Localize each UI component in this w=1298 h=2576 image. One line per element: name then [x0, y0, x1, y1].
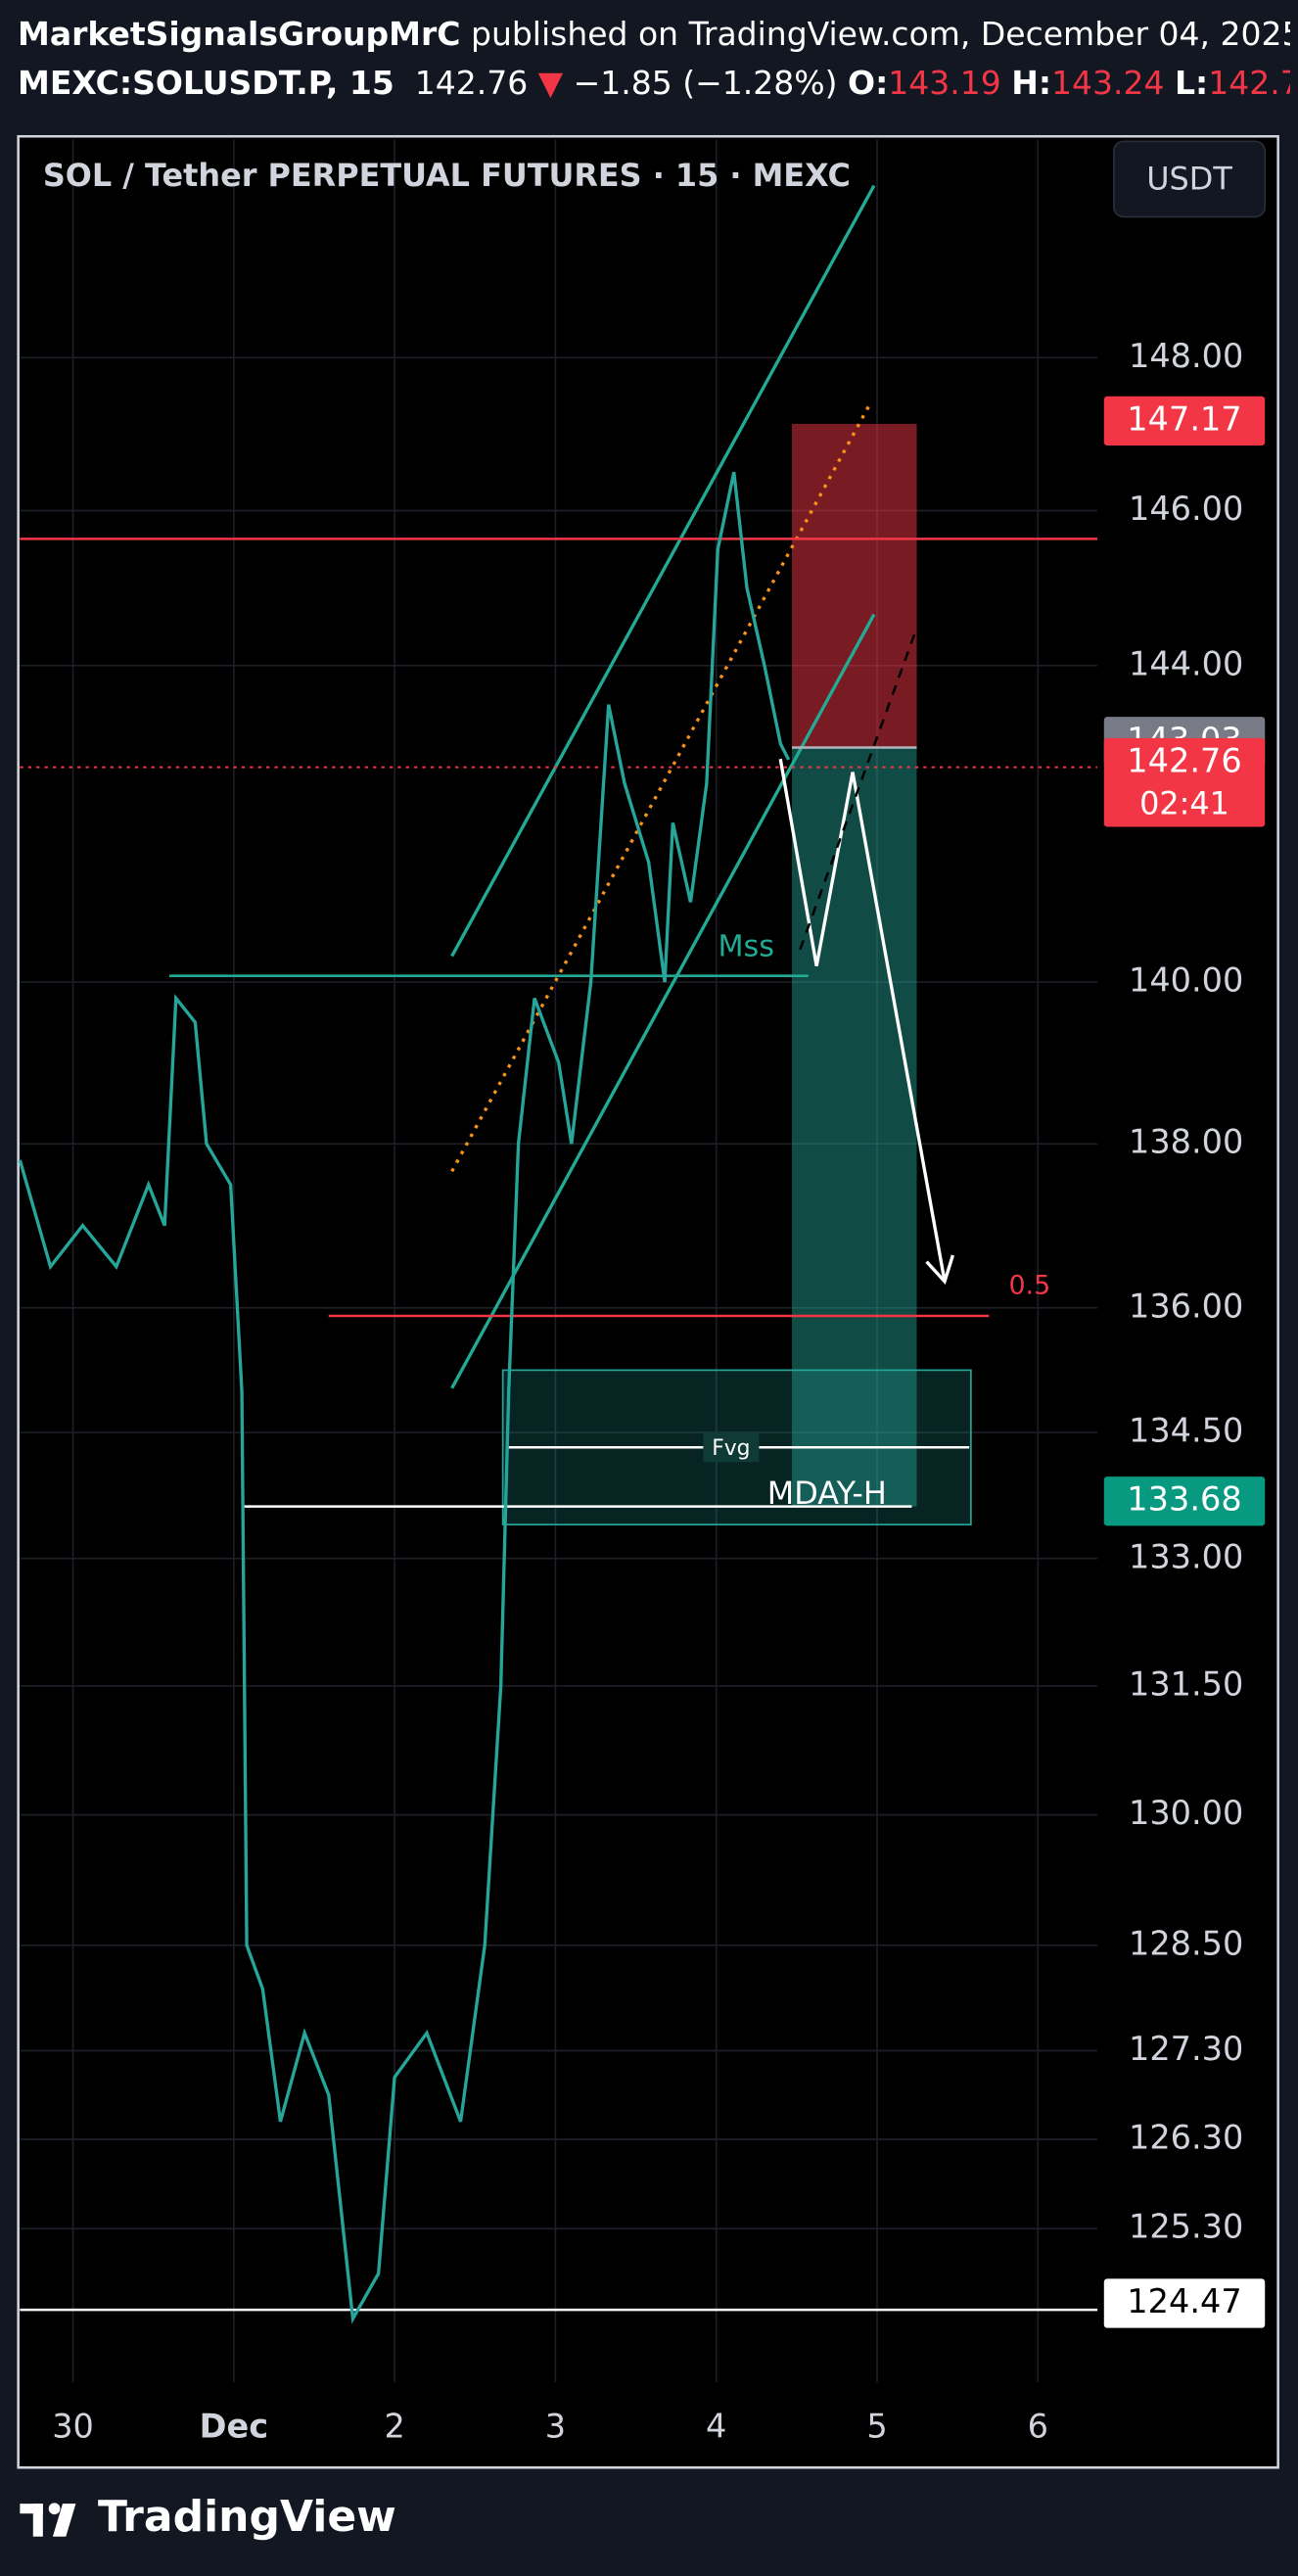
projection-arrow [925, 1254, 955, 1286]
price-label: 147.17 [1127, 399, 1241, 438]
target-zone [791, 747, 917, 1507]
dashed-path [799, 632, 917, 951]
y-tick-label: 130.00 [1129, 1794, 1243, 1832]
fib-label: 0.5 [1008, 1270, 1050, 1300]
grid [20, 139, 1098, 2383]
header-line-1: MarketSignalsGroupMrC published on Tradi… [18, 10, 1290, 59]
logo-stem [32, 2504, 43, 2537]
change: −1.85 (−1.28%) [573, 64, 838, 102]
y-tick-label: 146.00 [1129, 490, 1243, 528]
y-tick-label: 127.30 [1129, 2030, 1243, 2068]
mday-label: MDAY-H [767, 1475, 887, 1512]
channel-mid [450, 401, 872, 1173]
series-layer [18, 471, 791, 2324]
x-tick-label: 6 [1028, 2407, 1048, 2445]
fvg-label: Fvg [712, 1436, 750, 1461]
currency-label[interactable]: USDT [1146, 161, 1232, 198]
logo-bar [20, 2504, 43, 2514]
high-label: H: [1011, 64, 1052, 102]
x-tick-label: 3 [545, 2407, 566, 2445]
author: MarketSignalsGroupMrC [18, 15, 461, 53]
y-tick-label: 133.00 [1129, 1537, 1243, 1575]
countdown: 02:41 [1139, 785, 1229, 822]
y-tick-label: 128.50 [1129, 1924, 1243, 1962]
change-arrow: ▼ [537, 64, 564, 102]
x-tick-label: 2 [384, 2407, 404, 2445]
high: 143.24 [1051, 64, 1165, 102]
tv-logo [20, 2503, 76, 2537]
y-tick-label: 131.50 [1129, 1664, 1243, 1703]
y-tick-label: 126.30 [1129, 2118, 1243, 2156]
y-tick-label: 140.00 [1129, 961, 1243, 1000]
price-label-box [1103, 737, 1266, 827]
channel-top [450, 184, 876, 958]
stop-zone [791, 423, 917, 748]
projection-path [778, 758, 947, 1283]
price-label: 142.76 [1127, 742, 1241, 780]
logo-slash [52, 2504, 76, 2537]
y-tick-label: 136.00 [1129, 1287, 1243, 1325]
chart-title: SOL / Tether PERPETUAL FUTURES · 15 · ME… [43, 157, 851, 194]
header-line-2: MEXC:SOLUSDT.P, 15 142.76 ▼ −1.85 (−1.28… [18, 59, 1290, 108]
y-tick-label: 144.00 [1129, 644, 1243, 682]
price-line [18, 471, 791, 2324]
mss-label: Mss [718, 930, 774, 964]
x-tick-label: 30 [52, 2407, 94, 2445]
x-tick-label: 4 [706, 2407, 726, 2445]
y-tick-label: 134.50 [1129, 1412, 1243, 1450]
x-tick-label: Dec [200, 2407, 269, 2445]
last-price: 142.76 [414, 64, 529, 102]
open: 143.19 [888, 64, 1001, 102]
y-tick-label: 125.30 [1129, 2208, 1243, 2246]
price-label-box [1103, 1476, 1266, 1526]
price-label: 124.47 [1127, 2282, 1241, 2320]
y-tick-label: 138.00 [1129, 1123, 1243, 1161]
published: published on TradingView.com, December 0… [471, 15, 1290, 53]
symbol: MEXC:SOLUSDT.P, 15 [18, 64, 394, 102]
header: MarketSignalsGroupMrC published on Tradi… [18, 10, 1290, 108]
open-label: O: [848, 64, 889, 102]
low-label: L: [1175, 64, 1209, 102]
logo-dot [48, 2503, 61, 2515]
footer-brand: TradingView [98, 2492, 396, 2542]
price-label: 133.68 [1127, 1480, 1241, 1519]
y-tick-label: 148.00 [1129, 337, 1243, 375]
fvg-label-bg [703, 1432, 760, 1463]
price-label-box [1103, 396, 1266, 446]
chart-frame [17, 135, 1279, 2469]
currency-button[interactable] [1113, 140, 1267, 218]
x-tick-label: 5 [866, 2407, 887, 2445]
channel-bottom [450, 613, 876, 1389]
price-label-box [1103, 2278, 1266, 2328]
low: 142.72 [1208, 64, 1290, 102]
